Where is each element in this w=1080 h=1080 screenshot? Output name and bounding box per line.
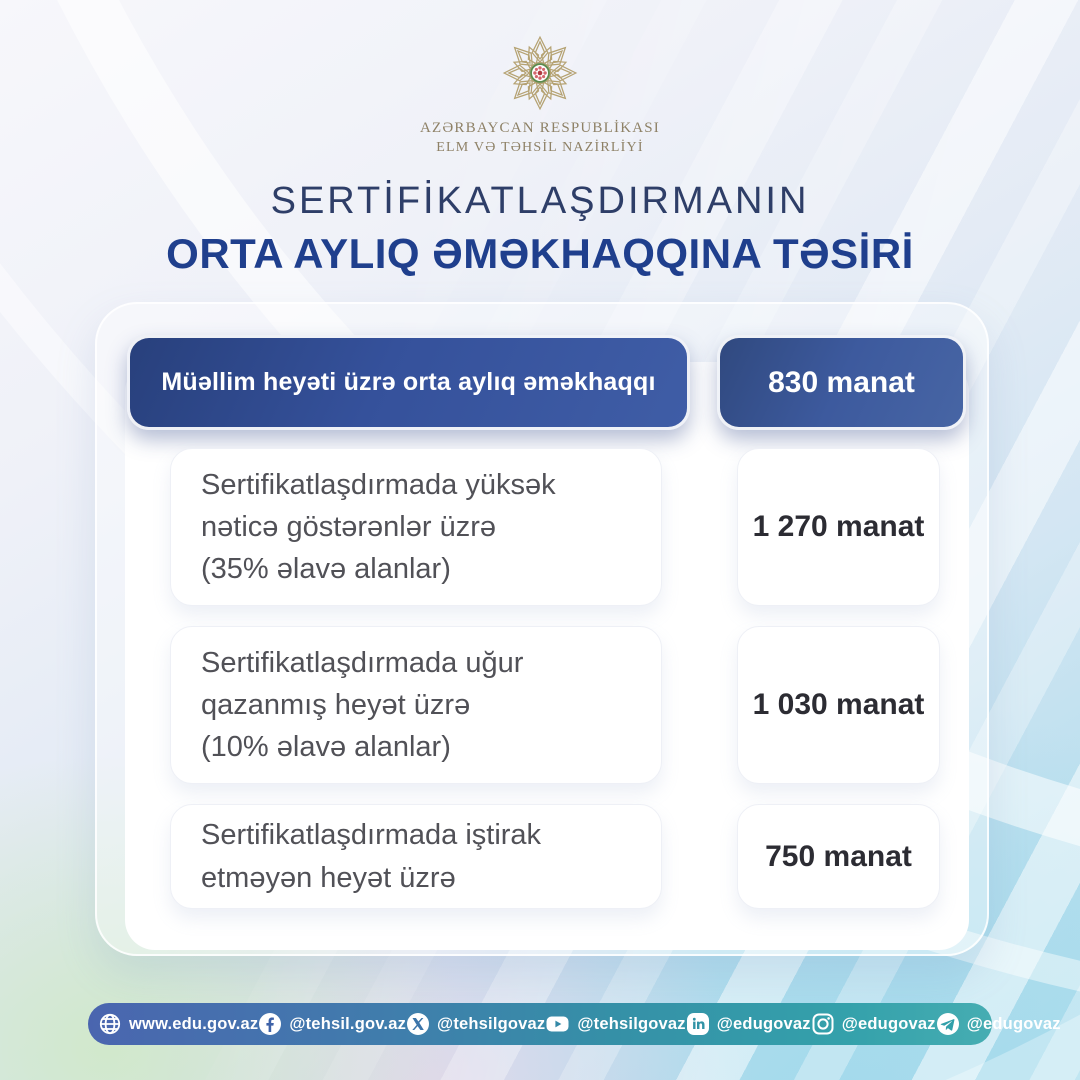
ministry-name-line2: ELM VƏ TƏHSİL NAZİRLİYİ xyxy=(436,139,644,155)
ministry-logo-block: AZƏRBAYCAN RESPUBLİKASI ELM VƏ TƏHSİL NA… xyxy=(0,34,1080,157)
facebook-icon xyxy=(259,1013,282,1035)
footer-facebook-label: @tehsil.gov.az xyxy=(289,1014,407,1033)
globe-icon xyxy=(99,1013,121,1035)
footer-x-link[interactable]: @tehsilgovaz xyxy=(406,1012,545,1036)
footer-linkedin-link[interactable]: @edugovaz xyxy=(686,1012,811,1036)
table-header-label: Müəllim heyəti üzrə orta aylıq əməkhaqqı xyxy=(127,335,690,430)
telegram-icon xyxy=(936,1013,959,1035)
ministry-emblem-icon xyxy=(502,35,578,111)
footer-youtube-link[interactable]: @tehsilgovaz xyxy=(545,1012,686,1036)
table-row-value: 1 030 manat xyxy=(737,626,940,784)
footer-telegram-label: @edugovaz xyxy=(966,1014,1061,1033)
footer-youtube-label: @tehsilgovaz xyxy=(577,1014,686,1033)
linkedin-icon xyxy=(686,1013,709,1035)
table-row-label: Sertifikatlaşdırmada yüksək nəticə göstə… xyxy=(170,448,662,606)
table-header-value: 830 manat xyxy=(717,335,966,430)
youtube-icon xyxy=(546,1016,569,1032)
footer-instagram-link[interactable]: @edugovaz xyxy=(811,1012,936,1036)
table-row-value: 1 270 manat xyxy=(737,448,940,606)
social-footer-bar: www.edu.gov.az @tehsil.gov.az @tehsilgov… xyxy=(88,1003,1061,1045)
footer-telegram-link[interactable]: @edugovaz xyxy=(936,1012,1061,1036)
footer-facebook-link[interactable]: @tehsil.gov.az xyxy=(258,1012,406,1036)
page-title-line1: SERTİFİKATLAŞDIRMANIN xyxy=(270,180,810,222)
footer-website-link[interactable]: www.edu.gov.az xyxy=(98,1012,258,1036)
footer-linkedin-label: @edugovaz xyxy=(716,1014,811,1033)
table-row-value: 750 manat xyxy=(737,804,940,909)
table-row-label: Sertifikatlaşdırmada uğur qazanmış heyət… xyxy=(170,626,662,784)
instagram-icon xyxy=(812,1013,834,1035)
footer-x-label: @tehsilgovaz xyxy=(437,1014,546,1033)
table-row-label: Sertifikatlaşdırmada iştirak etməyən hey… xyxy=(170,804,662,909)
footer-website-label: www.edu.gov.az xyxy=(129,1014,259,1033)
x-icon xyxy=(407,1013,430,1035)
footer-instagram-label: @edugovaz xyxy=(841,1014,936,1033)
page-title-line2: ORTA AYLIQ ƏMƏKHAQQINA TƏSİRİ xyxy=(166,230,914,277)
page-title: SERTİFİKATLAŞDIRMANIN ORTA AYLIQ ƏMƏKHAQ… xyxy=(0,180,1080,278)
ministry-name: AZƏRBAYCAN RESPUBLİKASI ELM VƏ TƏHSİL NA… xyxy=(0,119,1080,157)
ministry-name-line1: AZƏRBAYCAN RESPUBLİKASI xyxy=(420,120,660,136)
